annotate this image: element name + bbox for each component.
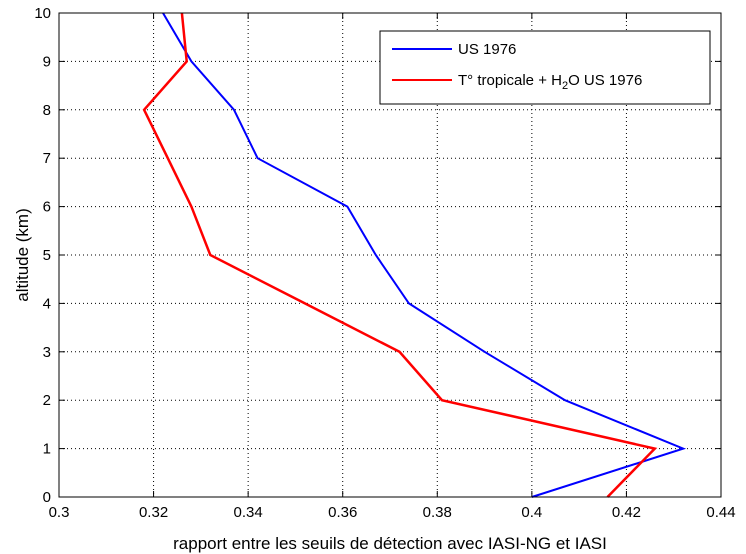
- x-tick-label: 0.32: [139, 504, 168, 521]
- y-tick-label: 4: [43, 295, 51, 312]
- y-axis-title: altitude (km): [13, 208, 32, 302]
- y-tick-label: 1: [43, 441, 51, 458]
- legend-label-us-1976: US 1976: [458, 41, 516, 58]
- x-tick-label: 0.42: [612, 504, 641, 521]
- x-tick-label: 0.34: [234, 504, 263, 521]
- ticks: [58, 12, 722, 498]
- series-line-us-1976: [162, 12, 687, 498]
- y-tick-label: 10: [34, 5, 51, 22]
- legend-label-tropical: T° tropicale + H2O US 1976: [458, 72, 642, 92]
- y-tick-label: 5: [43, 247, 51, 264]
- y-tick-label: 0: [43, 489, 51, 506]
- y-tick-label: 8: [43, 102, 51, 119]
- legend-label-tropical-part-2: O US 1976: [568, 72, 642, 89]
- legend-label-tropical-subscript: 2: [562, 80, 568, 92]
- series-line-tropical: [142, 12, 658, 498]
- tick-labels: 0.3 0.32 0.34 0.36 0.38 0.4 0.42 0.44 0 1 2 3 4 5 6 7 8 9…: [34, 5, 735, 521]
- x-axis-title: rapport entre les seuils de détection av…: [173, 534, 607, 553]
- x-tick-label: 0.4: [521, 504, 542, 521]
- legend: US 1976 T° tropicale + H2O US 1976: [379, 30, 711, 105]
- x-tick-label: 0.3: [49, 504, 70, 521]
- y-tick-label: 6: [43, 199, 51, 216]
- y-tick-label: 3: [43, 344, 51, 361]
- y-tick-label: 7: [43, 150, 51, 167]
- y-tick-label: 2: [43, 392, 51, 409]
- x-tick-label: 0.38: [423, 504, 452, 521]
- y-tick-label: 9: [43, 53, 51, 70]
- series-layer: [142, 12, 687, 498]
- legend-label-tropical-part-1: T° tropicale + H: [458, 72, 562, 89]
- legend-box: [379, 30, 711, 105]
- x-tick-label: 0.36: [328, 504, 357, 521]
- x-tick-label: 0.44: [706, 504, 735, 521]
